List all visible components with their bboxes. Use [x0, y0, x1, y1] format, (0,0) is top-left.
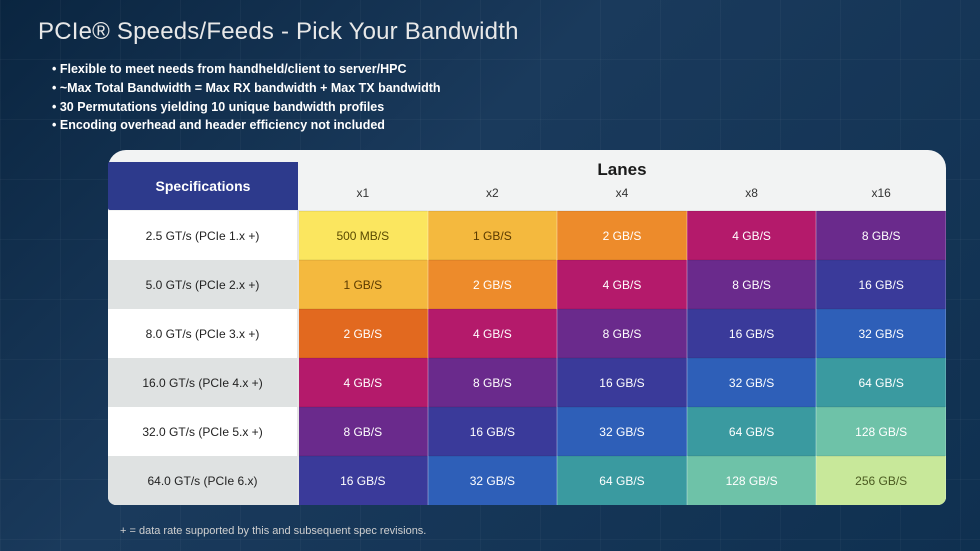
bandwidth-cell: 32 GB/S: [687, 358, 817, 407]
bandwidth-cell: 32 GB/S: [557, 407, 687, 456]
bandwidth-cell: 16 GB/S: [557, 358, 687, 407]
bandwidth-cell: 16 GB/S: [298, 456, 428, 505]
spec-cell: 64.0 GT/s (PCIe 6.x): [108, 456, 298, 505]
bandwidth-cell: 2 GB/S: [557, 211, 687, 260]
bandwidth-cell: 4 GB/S: [428, 309, 558, 358]
bandwidth-cell: 16 GB/S: [687, 309, 817, 358]
lane-head-x4: x4: [557, 180, 687, 211]
bandwidth-cell: 1 GB/S: [428, 211, 558, 260]
bandwidth-table: x1 x2 x4 x8 x16 2.5 GT/s (PCIe 1.x +)500…: [108, 180, 946, 505]
spec-cell: 8.0 GT/s (PCIe 3.x +): [108, 309, 298, 358]
lane-head-x8: x8: [687, 180, 817, 211]
bandwidth-cell: 2 GB/S: [428, 260, 558, 309]
bullet-item: Flexible to meet needs from handheld/cli…: [52, 60, 441, 79]
bullet-item: ~Max Total Bandwidth = Max RX bandwidth …: [52, 79, 441, 98]
bullet-item: 30 Permutations yielding 10 unique bandw…: [52, 98, 441, 117]
bandwidth-cell: 500 MB/S: [298, 211, 428, 260]
spec-cell: 32.0 GT/s (PCIe 5.x +): [108, 407, 298, 456]
bandwidth-cell: 64 GB/S: [687, 407, 817, 456]
bandwidth-cell: 4 GB/S: [298, 358, 428, 407]
table-row: 64.0 GT/s (PCIe 6.x)16 GB/S32 GB/S64 GB/…: [108, 456, 946, 505]
lane-head-x1: x1: [298, 180, 428, 211]
table-row: 8.0 GT/s (PCIe 3.x +)2 GB/S4 GB/S8 GB/S1…: [108, 309, 946, 358]
table-body: 2.5 GT/s (PCIe 1.x +)500 MB/S1 GB/S2 GB/…: [108, 211, 946, 505]
bandwidth-cell: 4 GB/S: [557, 260, 687, 309]
bandwidth-cell: 16 GB/S: [816, 260, 946, 309]
bullet-item: Encoding overhead and header efficiency …: [52, 116, 441, 135]
footnote: + = data rate supported by this and subs…: [120, 525, 426, 537]
bandwidth-cell: 128 GB/S: [816, 407, 946, 456]
spec-cell: 5.0 GT/s (PCIe 2.x +): [108, 260, 298, 309]
bandwidth-cell: 8 GB/S: [298, 407, 428, 456]
bandwidth-cell: 16 GB/S: [428, 407, 558, 456]
bandwidth-cell: 1 GB/S: [298, 260, 428, 309]
table-row: 32.0 GT/s (PCIe 5.x +)8 GB/S16 GB/S32 GB…: [108, 407, 946, 456]
bullet-list: Flexible to meet needs from handheld/cli…: [52, 60, 441, 135]
spec-cell: 16.0 GT/s (PCIe 4.x +): [108, 358, 298, 407]
bandwidth-cell: 4 GB/S: [687, 211, 817, 260]
bandwidth-cell: 64 GB/S: [816, 358, 946, 407]
spec-cell: 2.5 GT/s (PCIe 1.x +): [108, 211, 298, 260]
spec-header-badge: Specifications: [108, 162, 298, 210]
table-row: 5.0 GT/s (PCIe 2.x +)1 GB/S2 GB/S4 GB/S8…: [108, 260, 946, 309]
bandwidth-cell: 32 GB/S: [816, 309, 946, 358]
bandwidth-cell: 128 GB/S: [687, 456, 817, 505]
bandwidth-cell: 256 GB/S: [816, 456, 946, 505]
bandwidth-cell: 32 GB/S: [428, 456, 558, 505]
bandwidth-cell: 64 GB/S: [557, 456, 687, 505]
bandwidth-cell: 8 GB/S: [557, 309, 687, 358]
table-row: 16.0 GT/s (PCIe 4.x +)4 GB/S8 GB/S16 GB/…: [108, 358, 946, 407]
page-title: PCIe® Speeds/Feeds - Pick Your Bandwidth: [38, 18, 519, 46]
lane-head-x2: x2: [428, 180, 558, 211]
bandwidth-cell: 8 GB/S: [816, 211, 946, 260]
bandwidth-cell: 8 GB/S: [428, 358, 558, 407]
bandwidth-cell: 8 GB/S: [687, 260, 817, 309]
table-row: 2.5 GT/s (PCIe 1.x +)500 MB/S1 GB/S2 GB/…: [108, 211, 946, 260]
lanes-header: Lanes: [298, 156, 946, 180]
bandwidth-cell: 2 GB/S: [298, 309, 428, 358]
lane-head-x16: x16: [816, 180, 946, 211]
